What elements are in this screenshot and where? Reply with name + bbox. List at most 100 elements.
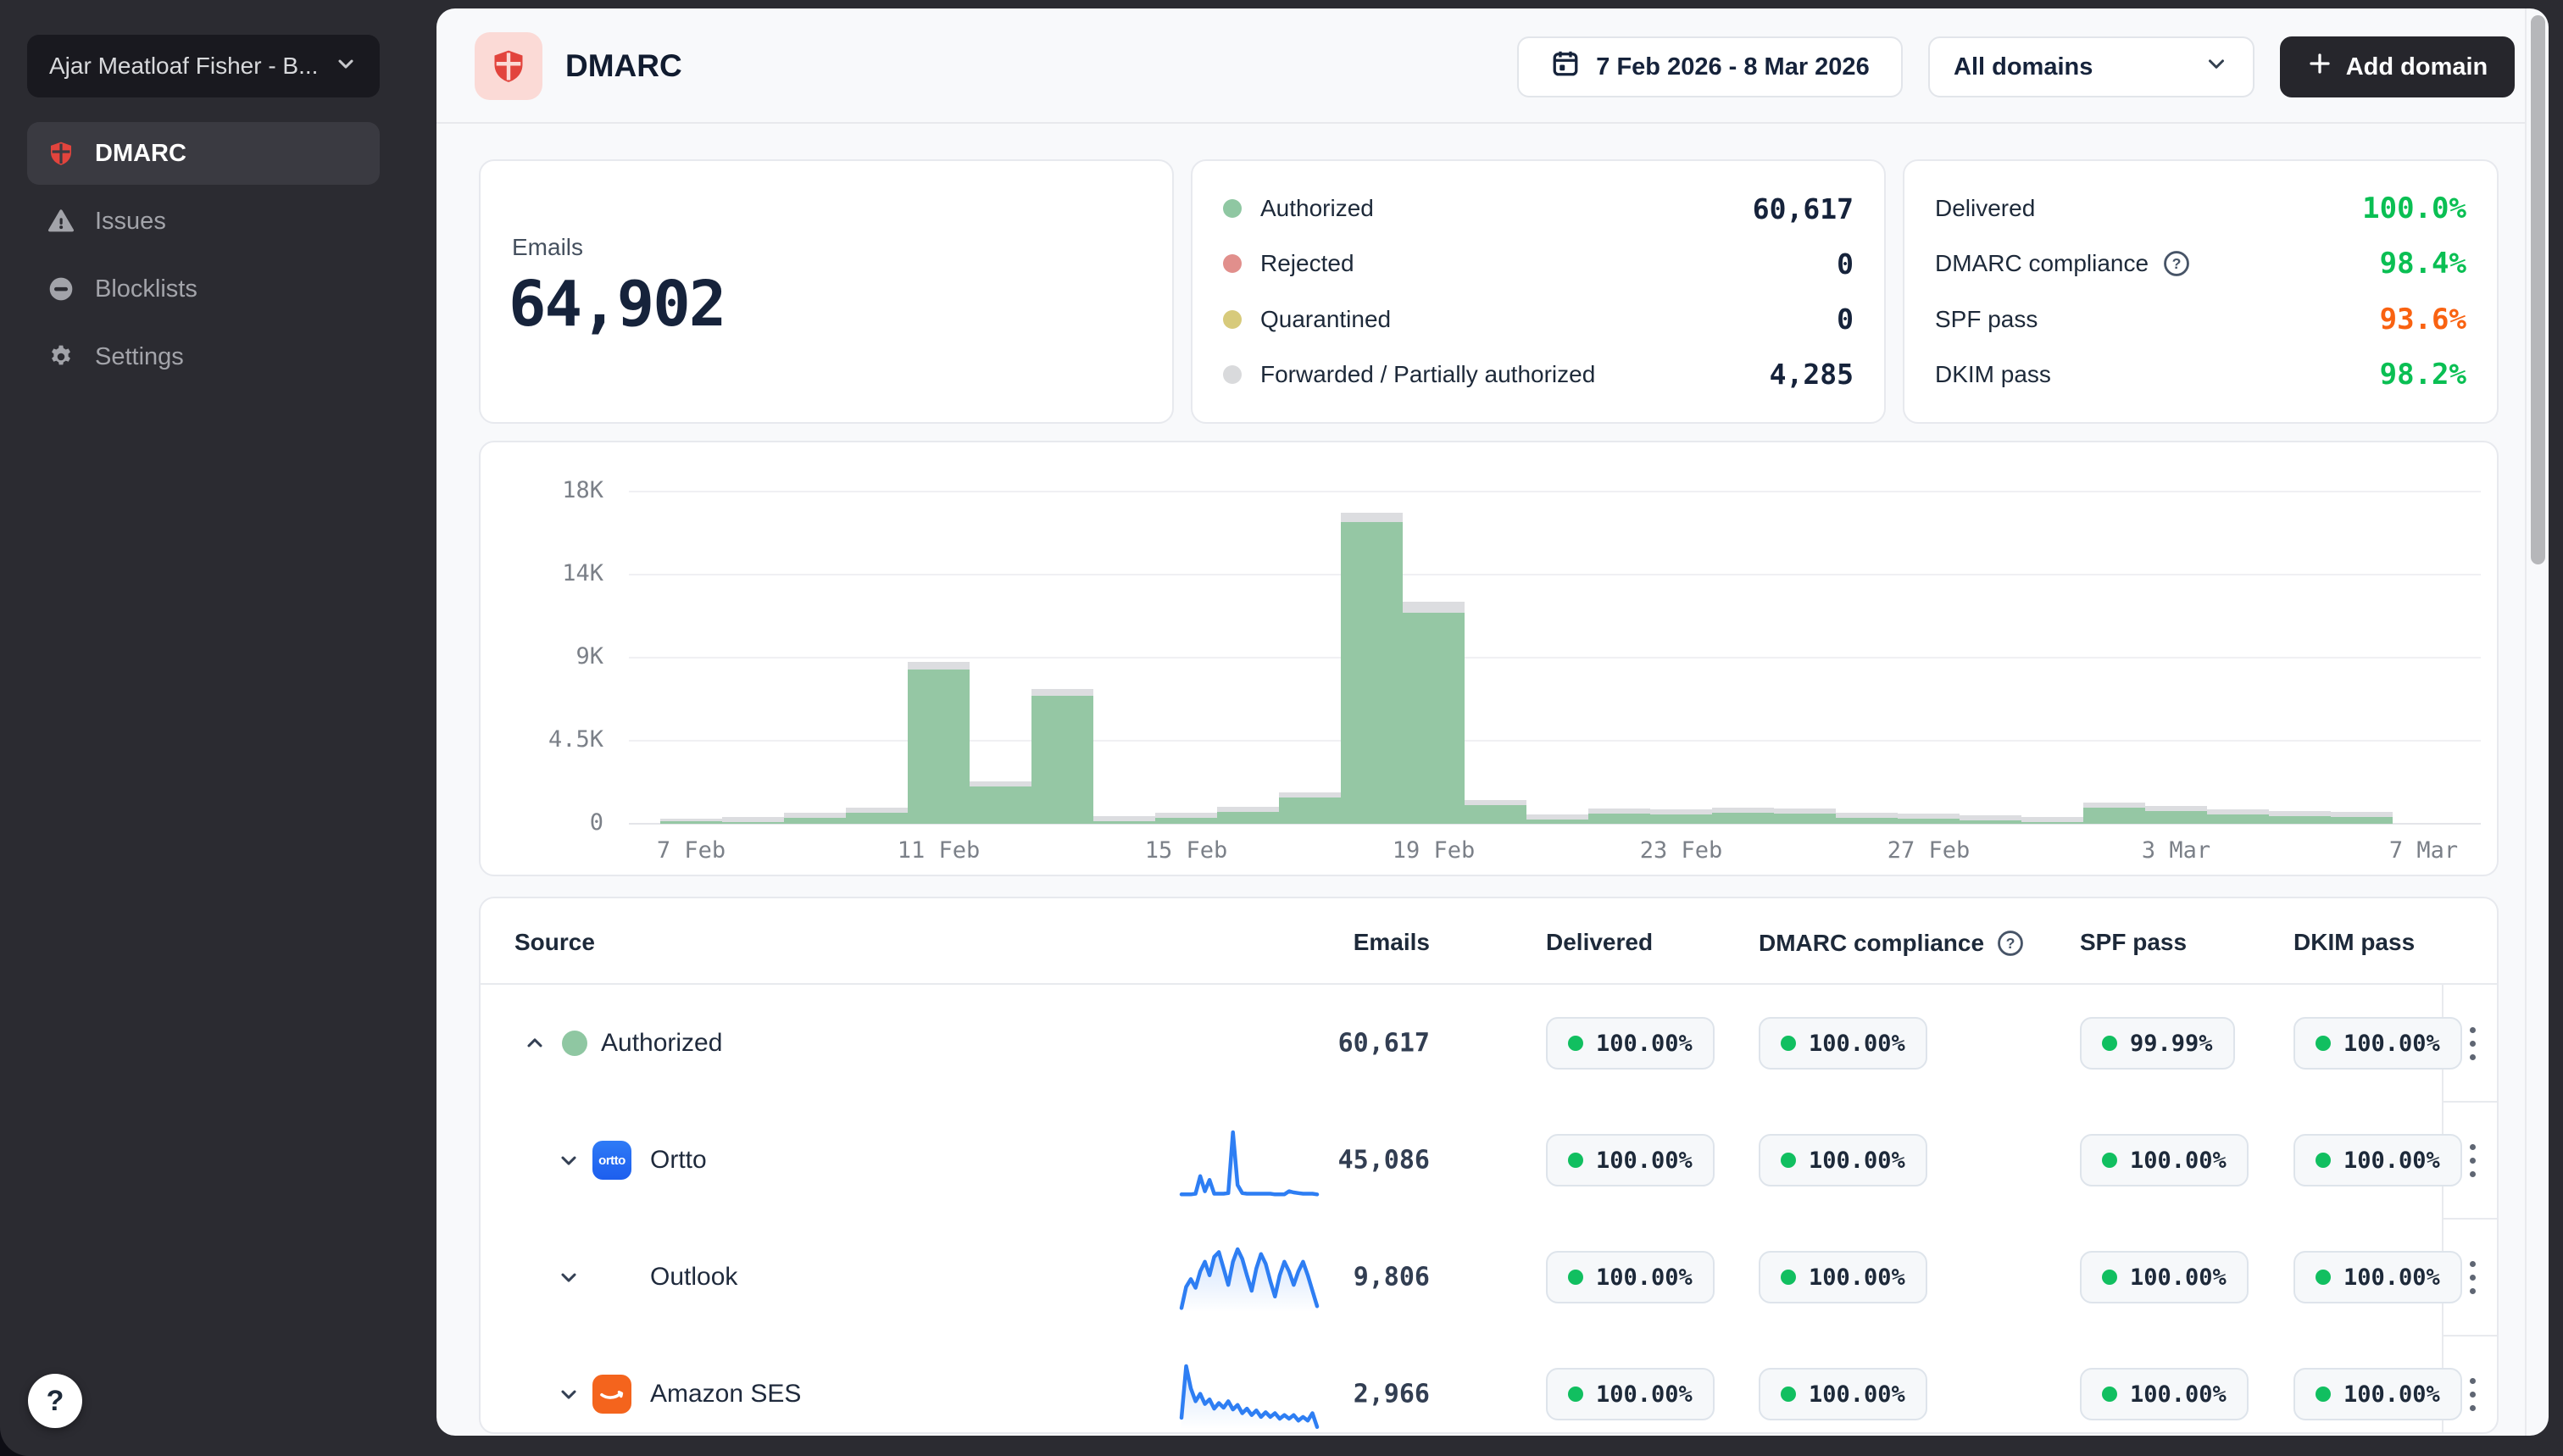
page-title: DMARC (565, 48, 682, 84)
y-tick-label: 9K (481, 643, 603, 670)
green-dot-icon (2316, 1270, 2331, 1285)
gridline (629, 740, 2481, 742)
sources-table-card: SourceEmailsDeliveredDMARC compliance?SP… (479, 897, 2499, 1434)
svg-text:?: ? (2172, 255, 2182, 272)
chart-bar-authorized-segment (1712, 813, 1774, 824)
gridline (629, 657, 2481, 659)
rate-badge: 100.00% (1546, 1251, 1715, 1303)
green-dot-icon (1568, 1270, 1583, 1285)
gridline (629, 574, 2481, 575)
rate-badge: 100.00% (2293, 1017, 2462, 1070)
chart-bar (660, 819, 722, 824)
status-dot (562, 1031, 587, 1056)
collapse-row-button[interactable] (518, 1026, 552, 1060)
dmarc-shield-badge (475, 32, 542, 100)
date-range-label: 7 Feb 2026 - 8 Mar 2026 (1596, 53, 1869, 81)
help-circle-icon[interactable]: ? (1996, 929, 2025, 958)
green-dot-icon (2102, 1387, 2117, 1402)
expand-row-button[interactable] (552, 1377, 586, 1411)
breakdown-row: Authorized60,617 (1223, 183, 1854, 234)
rate-label: SPF pass (1935, 306, 2038, 333)
breakdown-label: Rejected (1260, 250, 1354, 277)
row-separator (2442, 1218, 2499, 1220)
sidebar-nav: DMARC IssuesBlocklistsSettings (27, 122, 380, 388)
add-domain-button[interactable]: Add domain (2280, 36, 2515, 97)
source-label: Outlook (650, 1263, 737, 1292)
rate-badge: 99.99% (2080, 1017, 2235, 1070)
row-menu-button[interactable] (2454, 1250, 2491, 1304)
vertical-scrollbar[interactable] (2531, 15, 2545, 564)
green-dot-icon (1568, 1387, 1583, 1402)
chart-bar-authorized-segment (2269, 816, 2331, 824)
chart-bar (1650, 809, 1712, 824)
chart-bar (1712, 808, 1774, 824)
breakdown-value: 60,617 (1753, 192, 1854, 225)
rate-badge: 100.00% (1759, 1368, 1927, 1420)
date-range-button[interactable]: 7 Feb 2026 - 8 Mar 2026 (1517, 36, 1903, 97)
rate-badge-value: 100.00% (1809, 1264, 1905, 1291)
gear-icon (47, 343, 75, 370)
green-dot-icon (1568, 1036, 1583, 1051)
chart-bar (722, 817, 784, 824)
green-dot-icon (1781, 1387, 1796, 1402)
column-header-emails: Emails (1294, 929, 1430, 956)
green-dot-icon (2102, 1153, 2117, 1168)
status-dot (1223, 365, 1242, 384)
sidebar-item-settings[interactable]: Settings (27, 325, 380, 388)
sidebar-item-label: DMARC (95, 140, 186, 168)
expand-row-button[interactable] (552, 1260, 586, 1294)
sidebar-item-dmarc[interactable]: DMARC (27, 122, 380, 185)
chart-bar (1031, 689, 1093, 824)
domain-filter-select[interactable]: All domains (1928, 36, 2254, 97)
add-domain-label: Add domain (2346, 53, 2488, 81)
row-menu-button[interactable] (2454, 1016, 2491, 1070)
rate-badge-value: 100.00% (1809, 1031, 1905, 1057)
source-group-label: Authorized (601, 1029, 722, 1058)
rate-label: DKIM pass (1935, 361, 2051, 388)
expand-row-button[interactable] (552, 1143, 586, 1177)
chart-bar-authorized-segment (1898, 819, 1960, 824)
column-header-source: Source (514, 929, 595, 956)
chart-bar-authorized-segment (2083, 808, 2145, 824)
rate-row: DKIM pass98.2% (1935, 349, 2466, 400)
rate-badge-value: 100.00% (1809, 1148, 1905, 1174)
y-tick-label: 14K (481, 560, 603, 586)
rate-badge-value: 100.00% (1596, 1031, 1693, 1057)
column-header-label: Source (514, 929, 595, 956)
svg-text:?: ? (2006, 935, 2015, 952)
rate-badge: 100.00% (2293, 1368, 2462, 1420)
sidebar-item-issues[interactable]: Issues (27, 190, 380, 253)
chart-bar-authorized-segment (1526, 820, 1588, 824)
chart-bar-authorized-segment (1588, 814, 1650, 824)
row-menu-button[interactable] (2454, 1367, 2491, 1421)
row-menu-button[interactable] (2454, 1133, 2491, 1187)
chart-bar (1960, 815, 2021, 824)
green-dot-icon (1568, 1153, 1583, 1168)
chart-bar-authorized-segment (2145, 811, 2207, 824)
chart-bar-authorized-segment (784, 818, 846, 824)
app-frame: Ajar Meatloaf Fisher - B... DMARC IssuesB… (0, 0, 2563, 1456)
rate-badge-value: 100.00% (1596, 1381, 1693, 1408)
calendar-icon (1550, 48, 1581, 86)
help-circle-icon[interactable]: ? (2162, 249, 2191, 278)
x-tick-label: 3 Mar (2100, 837, 2253, 864)
green-dot-icon (2102, 1036, 2117, 1051)
shield-icon (490, 47, 527, 85)
chart-bar (970, 781, 1031, 824)
scrollbar-gutter-divider (2525, 8, 2527, 1436)
status-dot (1223, 199, 1242, 218)
chart-bar-authorized-segment (1650, 814, 1712, 824)
sidebar-item-blocklists[interactable]: Blocklists (27, 258, 380, 320)
table-row-ortto: orttoOrtto45,086100.00%100.00%100.00%100… (481, 1102, 2499, 1219)
gridline (629, 491, 2481, 492)
chart-bar (1341, 513, 1403, 824)
workspace-selector[interactable]: Ajar Meatloaf Fisher - B... (27, 35, 380, 97)
help-button[interactable]: ? (28, 1374, 82, 1428)
rate-badge: 100.00% (1546, 1134, 1715, 1186)
breakdown-value: 0 (1837, 247, 1854, 281)
rate-row: SPF pass93.6% (1935, 294, 2466, 345)
chart-bar-authorized-segment (722, 822, 784, 824)
rate-value: 100.0% (2362, 192, 2466, 225)
rate-badge-value: 100.00% (1596, 1148, 1693, 1174)
rate-badge-value: 100.00% (1596, 1264, 1693, 1291)
